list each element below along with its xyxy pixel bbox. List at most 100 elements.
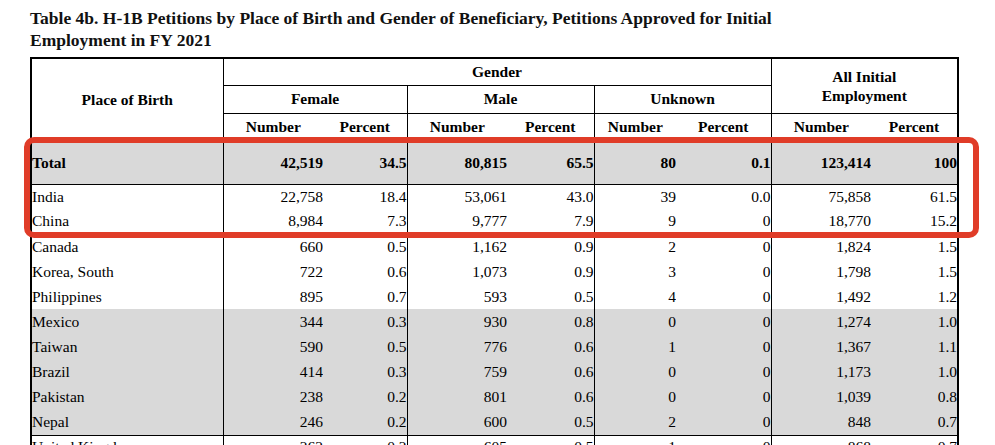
row-label: Mexico	[31, 309, 223, 334]
header-male-number: Number	[407, 113, 507, 141]
value-cell: 53,061	[407, 184, 507, 209]
table-row-philippines: Philippines 895 0.7 593 0.5 4 0 1,492 1.…	[31, 284, 958, 309]
table-row-china: China 8,984 7.3 9,777 7.9 9 0 18,770 15.…	[31, 209, 958, 234]
value-cell: 7.3	[323, 209, 407, 234]
value-cell: 0.6	[507, 334, 594, 359]
value-cell: 590	[223, 334, 323, 359]
value-cell: 0.8	[507, 309, 594, 334]
value-cell: 344	[223, 309, 323, 334]
value-cell: 1,162	[407, 234, 507, 259]
table-row-india: India 22,758 18.4 53,061 43.0 39 0.0 75,…	[31, 184, 958, 209]
value-cell: 2	[594, 409, 676, 435]
row-label: Canada	[31, 234, 223, 259]
value-cell: 0.7	[871, 435, 958, 445]
table-title-line1: Table 4b. H-1B Petitions by Place of Bir…	[30, 7, 830, 29]
value-cell: 0.2	[323, 384, 407, 409]
value-cell: 7.9	[507, 209, 594, 234]
header-place-of-birth: Place of Birth	[31, 58, 223, 141]
value-cell: 414	[223, 359, 323, 384]
header-male-percent: Percent	[507, 113, 594, 141]
value-cell: 660	[223, 234, 323, 259]
h1b-petitions-table: Place of Birth Gender All Initial Employ…	[30, 57, 959, 445]
value-cell: 0	[676, 384, 771, 409]
value-cell: 0	[676, 309, 771, 334]
header-all-initial-employment: All Initial Employment	[771, 58, 958, 113]
table-title-line2: Employment in FY 2021	[30, 29, 830, 51]
value-cell: 3	[594, 259, 676, 284]
value-cell: 1	[594, 435, 676, 445]
value-cell: 80,815	[407, 141, 507, 184]
row-label: United Kingdom	[31, 435, 223, 445]
value-cell: 600	[407, 409, 507, 435]
value-cell: 1	[594, 334, 676, 359]
header-unknown-percent: Percent	[676, 113, 771, 141]
row-label: Philippines	[31, 284, 223, 309]
value-cell: 0	[676, 259, 771, 284]
value-cell: 0.7	[323, 284, 407, 309]
row-label: Nepal	[31, 409, 223, 435]
value-cell: 18,770	[771, 209, 871, 234]
table-row-nepal: Nepal 246 0.2 600 0.5 2 0 848 0.7	[31, 409, 958, 435]
value-cell: 0.3	[323, 309, 407, 334]
value-cell: 1,073	[407, 259, 507, 284]
value-cell: 1.0	[871, 309, 958, 334]
value-cell: 238	[223, 384, 323, 409]
value-cell: 80	[594, 141, 676, 184]
row-label: Taiwan	[31, 334, 223, 359]
value-cell: 1,492	[771, 284, 871, 309]
value-cell: 2	[594, 234, 676, 259]
table-title: Table 4b. H-1B Petitions by Place of Bir…	[30, 7, 830, 51]
value-cell: 1.2	[871, 284, 958, 309]
value-cell: 42,519	[223, 141, 323, 184]
value-cell: 0.5	[507, 409, 594, 435]
header-female: Female	[223, 85, 407, 113]
header-unknown-number: Number	[594, 113, 676, 141]
header-unknown: Unknown	[594, 85, 771, 113]
value-cell: 0.3	[323, 359, 407, 384]
value-cell: 39	[594, 184, 676, 209]
row-label: Korea, South	[31, 259, 223, 284]
row-label: Brazil	[31, 359, 223, 384]
value-cell: 8,984	[223, 209, 323, 234]
value-cell: 1,173	[771, 359, 871, 384]
value-cell: 759	[407, 359, 507, 384]
value-cell: 1.0	[871, 359, 958, 384]
table-row-mexico: Mexico 344 0.3 930 0.8 0 0 1,274 1.0	[31, 309, 958, 334]
value-cell: 776	[407, 334, 507, 359]
value-cell: 895	[223, 284, 323, 309]
value-cell: 15.2	[871, 209, 958, 234]
value-cell: 0	[594, 359, 676, 384]
value-cell: 34.5	[323, 141, 407, 184]
row-label: China	[31, 209, 223, 234]
header-row-gender: Place of Birth Gender All Initial Employ…	[31, 58, 958, 85]
value-cell: 1,824	[771, 234, 871, 259]
value-cell: 0	[594, 309, 676, 334]
value-cell: 100	[871, 141, 958, 184]
value-cell: 18.4	[323, 184, 407, 209]
value-cell: 0	[676, 409, 771, 435]
value-cell: 1,798	[771, 259, 871, 284]
value-cell: 0.6	[323, 259, 407, 284]
value-cell: 0	[676, 435, 771, 445]
value-cell: 43.0	[507, 184, 594, 209]
value-cell: 0.7	[871, 409, 958, 435]
header-gender: Gender	[223, 58, 771, 85]
table-row-canada: Canada 660 0.5 1,162 0.9 2 0 1,824 1.5	[31, 234, 958, 259]
value-cell: 0.5	[323, 234, 407, 259]
value-cell: 0.9	[507, 259, 594, 284]
row-label: India	[31, 184, 223, 209]
value-cell: 1.5	[871, 259, 958, 284]
value-cell: 0.8	[871, 384, 958, 409]
value-cell: 0.9	[507, 234, 594, 259]
value-cell: 9	[594, 209, 676, 234]
value-cell: 0	[676, 334, 771, 359]
value-cell: 0.5	[507, 284, 594, 309]
document-page: Table 4b. H-1B Petitions by Place of Bir…	[0, 0, 995, 445]
value-cell: 848	[771, 409, 871, 435]
value-cell: 801	[407, 384, 507, 409]
value-cell: 0	[676, 234, 771, 259]
value-cell: 0	[676, 359, 771, 384]
value-cell: 0.6	[507, 384, 594, 409]
value-cell: 593	[407, 284, 507, 309]
value-cell: 930	[407, 309, 507, 334]
